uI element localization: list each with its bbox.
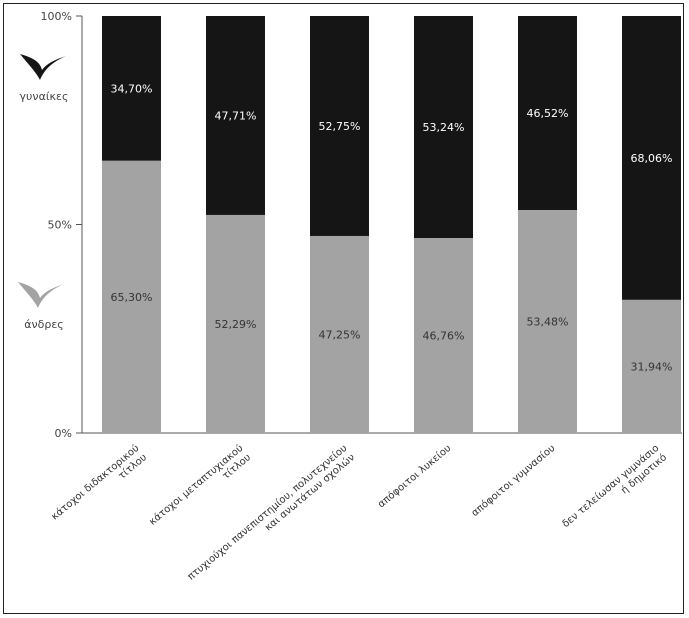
data-label-women: 46,52% [527, 107, 569, 120]
data-label-women: 47,71% [215, 109, 257, 122]
category-label: δεν τελείωσαν γυμνάσιοή δημοτικό [560, 442, 669, 539]
data-label-men: 65,30% [111, 291, 153, 304]
data-label-women: 34,70% [111, 82, 153, 95]
legend-women: γυναίκες [20, 54, 69, 103]
bar-men [622, 299, 681, 433]
data-label-women: 53,24% [423, 121, 465, 134]
legend-men: άνδρες [18, 282, 64, 331]
legend-label-women: γυναίκες [20, 90, 69, 103]
bar-women [310, 16, 369, 236]
bar-women [102, 16, 161, 161]
chart-frame [3, 3, 684, 614]
bar-men [102, 160, 161, 433]
category-label: απόφοιτοι γυμνασίου [469, 442, 558, 519]
swallow-icon [20, 54, 66, 80]
swallow-icon [18, 282, 64, 308]
bar-men [518, 209, 577, 433]
bar-men [206, 214, 265, 433]
category-label: κάτοχοι μεταπτυχιακούτίτλου [147, 442, 254, 537]
legend-label-men: άνδρες [24, 318, 64, 331]
bar-women [414, 16, 473, 239]
bar-women [622, 16, 681, 300]
category-label: πτυχιούχοι πανεπιστημίου, πολυτεχνείουκα… [185, 442, 357, 592]
data-label-men: 52,29% [215, 318, 257, 331]
y-tick-label: 100% [41, 10, 72, 23]
category-label: κάτοχοι διδακτορικούτίτλου [49, 442, 150, 532]
bar-men [414, 238, 473, 433]
data-label-men: 46,76% [423, 330, 465, 343]
data-label-women: 68,06% [631, 152, 673, 165]
data-label-men: 31,94% [631, 360, 673, 373]
data-label-men: 47,25% [319, 328, 361, 341]
bar-women [518, 16, 577, 210]
bar-men [310, 235, 369, 433]
bar-women [206, 16, 265, 215]
y-tick-label: 0% [55, 427, 72, 440]
category-label: απόφοιτοι λυκείου [375, 442, 453, 510]
y-tick-label: 50% [48, 219, 72, 232]
data-label-women: 52,75% [319, 120, 361, 133]
data-label-men: 53,48% [527, 315, 569, 328]
